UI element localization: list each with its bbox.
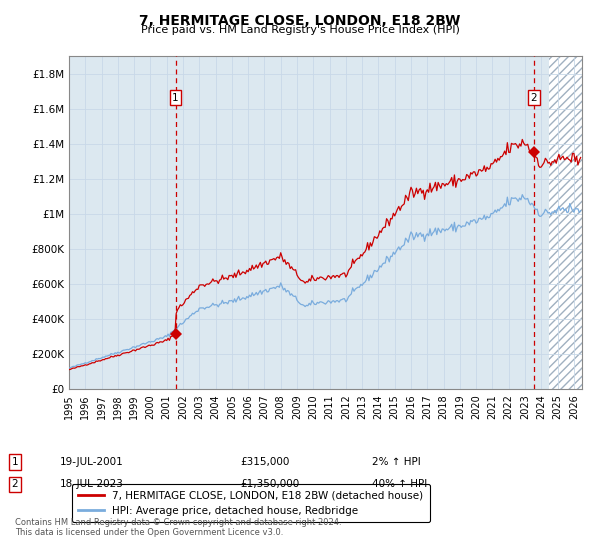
HPI: Average price, detached house, Redbridge: (2.01e+03, 5.43e+05): Average price, detached house, Redbridge… [347, 291, 355, 297]
Text: Price paid vs. HM Land Registry's House Price Index (HPI): Price paid vs. HM Land Registry's House … [140, 25, 460, 35]
HPI: Average price, detached house, Redbridge: (2.03e+03, 1.04e+06): Average price, detached house, Redbridge… [559, 204, 566, 211]
7, HERMITAGE CLOSE, LONDON, E18 2BW (detached house) [82, 361, 89, 368]
Bar [550, 56, 598, 389]
Line: 7, HERMITAGE CLOSE, LONDON, E18 2BW (detached house): 7, HERMITAGE CLOSE, LONDON, E18 2BW (det… [69, 139, 581, 370]
Text: 7, HERMITAGE CLOSE, LONDON, E18 2BW: 7, HERMITAGE CLOSE, LONDON, E18 2BW [139, 14, 461, 28]
HPI: Average price, detached house, Redbridge: (2.01e+03, 7.19e+05): Average price, detached house, Redbridge… [382, 260, 389, 267]
HPI: Average price, detached house, Redbridge: (2.02e+03, 1.03e+06): Average price, detached house, Redbridge… [554, 206, 561, 213]
HPI: Average price, detached house, Redbridge: (2e+03, 1.51e+05): Average price, detached house, Redbridge… [82, 360, 89, 366]
7, HERMITAGE CLOSE, LONDON, E18 2BW (detached house) [382, 224, 389, 231]
HPI: Average price, detached house, Redbridge: (2.03e+03, 1.02e+06): Average price, detached house, Redbridge… [577, 207, 584, 214]
HPI: Average price, detached house, Redbridge: (2.02e+03, 1.11e+06): Average price, detached house, Redbridge… [518, 192, 526, 198]
7, HERMITAGE CLOSE, LONDON, E18 2BW (detached house) [559, 153, 566, 160]
Text: 1: 1 [11, 457, 19, 467]
HPI: Average price, detached house, Redbridge: (2.01e+03, 5.75e+05): Average price, detached house, Redbridge… [268, 285, 275, 292]
7, HERMITAGE CLOSE, LONDON, E18 2BW (detached house) [347, 264, 355, 270]
7, HERMITAGE CLOSE, LONDON, E18 2BW (detached house) [577, 154, 584, 161]
Text: 18-JUL-2023: 18-JUL-2023 [60, 479, 124, 489]
Text: Contains HM Land Registry data © Crown copyright and database right 2024.
This d: Contains HM Land Registry data © Crown c… [15, 518, 341, 538]
Text: £315,000: £315,000 [240, 457, 289, 467]
7, HERMITAGE CLOSE, LONDON, E18 2BW (detached house) [554, 155, 561, 162]
Bar [550, 56, 598, 389]
Text: 1: 1 [172, 92, 179, 102]
HPI: Average price, detached house, Redbridge: (2e+03, 1.21e+05): Average price, detached house, Redbridge… [65, 365, 73, 371]
Text: 2: 2 [530, 92, 537, 102]
Line: HPI: Average price, detached house, Redbridge: HPI: Average price, detached house, Redb… [69, 195, 581, 368]
7, HERMITAGE CLOSE, LONDON, E18 2BW (detached house) [518, 136, 526, 143]
Legend: 7, HERMITAGE CLOSE, LONDON, E18 2BW (detached house), HPI: Average price, detach: 7, HERMITAGE CLOSE, LONDON, E18 2BW (det… [71, 484, 430, 522]
7, HERMITAGE CLOSE, LONDON, E18 2BW (detached house) [65, 366, 73, 373]
Text: 40% ↑ HPI: 40% ↑ HPI [372, 479, 427, 489]
Text: 19-JUL-2001: 19-JUL-2001 [60, 457, 124, 467]
Text: 2% ↑ HPI: 2% ↑ HPI [372, 457, 421, 467]
Text: 2: 2 [11, 479, 19, 489]
Text: £1,350,000: £1,350,000 [240, 479, 299, 489]
7, HERMITAGE CLOSE, LONDON, E18 2BW (detached house) [268, 256, 275, 263]
